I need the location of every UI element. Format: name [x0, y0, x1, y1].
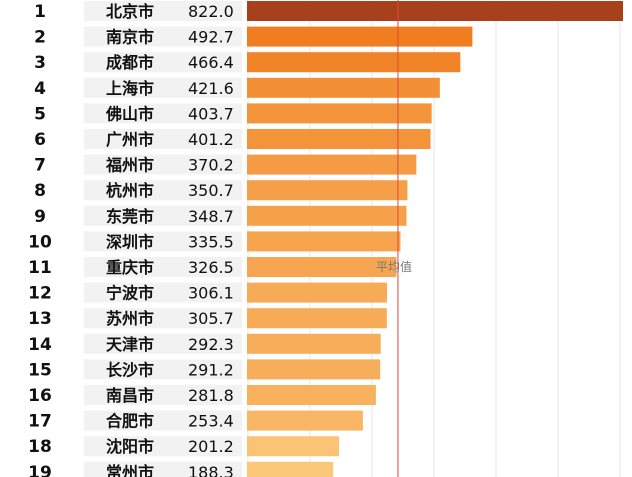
bar: [247, 436, 340, 457]
rank-label: 19: [28, 463, 52, 477]
rank-label: 17: [28, 412, 52, 432]
city-label: 合肥市: [106, 412, 154, 431]
bar: [247, 180, 408, 201]
value-label: 350.7: [188, 181, 234, 200]
row-band: [84, 77, 242, 98]
bar: [247, 257, 397, 277]
row-band: [84, 154, 242, 175]
rank-label: 3: [34, 53, 46, 73]
bar: [247, 308, 387, 329]
rank-label: 6: [34, 130, 46, 150]
value-label: 370.2: [188, 156, 234, 175]
city-label: 福州市: [105, 156, 154, 175]
value-label: 492.7: [188, 28, 234, 47]
bar: [247, 385, 376, 405]
rank-label: 16: [28, 386, 52, 406]
rank-label: 2: [34, 28, 46, 48]
bar: [247, 129, 431, 149]
city-label: 南京市: [106, 28, 154, 47]
row-band: [84, 410, 242, 431]
value-label: 421.6: [188, 79, 234, 98]
rank-label: 4: [34, 79, 46, 99]
row-band: [84, 103, 242, 124]
value-label: 201.2: [188, 437, 234, 456]
value-label: 253.4: [188, 412, 234, 431]
city-label: 苏州市: [106, 309, 154, 328]
rank-label: 7: [34, 156, 46, 176]
rank-label: 14: [28, 335, 52, 355]
bar: [247, 154, 417, 175]
bar: [247, 231, 401, 252]
row-band: [84, 205, 242, 226]
city-label: 重庆市: [106, 258, 154, 277]
value-label: 291.2: [188, 360, 234, 379]
rank-label: 1: [34, 2, 46, 22]
city-label: 南昌市: [106, 386, 154, 405]
value-label: 403.7: [188, 104, 234, 123]
rank-label: 15: [28, 360, 52, 380]
bar: [247, 77, 440, 98]
rank-label: 18: [28, 437, 52, 457]
rank-label: 13: [28, 309, 52, 329]
bar: [247, 52, 461, 73]
rank-label: 8: [34, 181, 46, 201]
bar: [247, 26, 473, 47]
row-band: [84, 359, 242, 380]
bar: [247, 205, 407, 226]
average-label: 平均值: [376, 259, 412, 274]
row-band: [84, 333, 242, 354]
value-label: 335.5: [188, 232, 234, 251]
city-label: 广州市: [106, 130, 154, 149]
value-label: 326.5: [188, 258, 234, 277]
city-label: 成都市: [106, 53, 154, 72]
row-band: [84, 129, 242, 149]
row-band: [84, 231, 242, 252]
bar: [247, 282, 388, 303]
rank-label: 11: [28, 258, 52, 278]
value-label: 822.0: [188, 2, 234, 21]
value-label: 281.8: [188, 386, 234, 405]
value-label: 466.4: [188, 53, 234, 72]
value-label: 348.7: [188, 207, 234, 226]
row-band: [84, 282, 242, 303]
row-band: [84, 436, 242, 457]
value-label: 401.2: [188, 130, 234, 149]
bar: [247, 461, 334, 477]
row-band: [84, 257, 242, 277]
city-label: 佛山市: [105, 104, 154, 123]
row-band: [84, 52, 242, 73]
bar: [247, 333, 381, 354]
city-label: 上海市: [106, 79, 154, 98]
row-band: [84, 26, 242, 47]
row-band: [84, 180, 242, 201]
value-label: 305.7: [188, 309, 234, 328]
rank-label: 5: [34, 104, 46, 124]
rank-label: 12: [28, 284, 52, 304]
row-band: [84, 385, 242, 405]
bar: [247, 359, 381, 380]
city-label: 杭州市: [106, 181, 154, 200]
bar: [247, 1, 623, 21]
bar: [247, 103, 432, 124]
city-label: 东莞市: [106, 207, 154, 226]
value-label: 292.3: [188, 335, 234, 354]
city-label: 宁波市: [106, 284, 154, 303]
row-band: [84, 308, 242, 329]
value-label: 306.1: [188, 284, 234, 303]
city-label: 深圳市: [106, 232, 154, 251]
row-band: [84, 461, 242, 477]
city-label: 北京市: [106, 2, 154, 21]
city-label: 天津市: [106, 335, 154, 354]
value-label: 188.3: [188, 463, 234, 477]
rank-label: 10: [28, 232, 52, 252]
rank-label: 9: [34, 207, 46, 227]
city-label: 长沙市: [106, 360, 154, 379]
bar: [247, 410, 363, 431]
row-band: [84, 1, 242, 21]
city-label: 常州市: [106, 463, 154, 477]
city-label: 沈阳市: [106, 437, 154, 456]
